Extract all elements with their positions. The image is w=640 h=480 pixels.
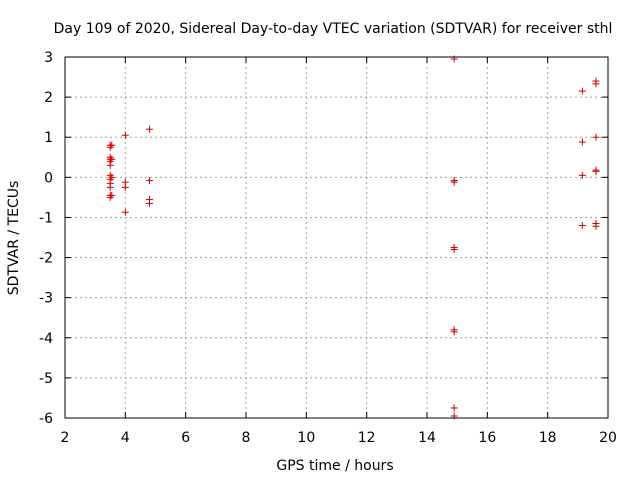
data-point: [578, 87, 586, 95]
y-tick-label: 3: [44, 50, 53, 66]
chart-title: Day 109 of 2020, Sidereal Day-to-day VTE…: [54, 21, 613, 37]
data-point: [450, 404, 458, 412]
plot-border: [64, 56, 609, 419]
data-point: [592, 222, 600, 230]
data-point: [450, 328, 458, 336]
data-point: [145, 199, 153, 207]
data-point: [450, 178, 458, 186]
data-point: [106, 161, 114, 169]
grid-lines: [65, 57, 608, 418]
data-point: [145, 177, 153, 185]
y-tick-label: -2: [39, 251, 53, 267]
y-tick-label: -3: [39, 291, 53, 307]
x-tick-label: 14: [418, 430, 436, 446]
data-points: [106, 55, 600, 420]
axis-ticks: [64, 56, 609, 419]
x-tick-label: 20: [599, 430, 617, 446]
x-tick-labels: 2 4 6 8 10 12 14 16 18 20: [61, 430, 617, 446]
data-point: [108, 141, 116, 149]
x-tick-label: 10: [297, 430, 315, 446]
data-point: [108, 155, 116, 163]
data-point: [578, 221, 586, 229]
y-axis-title: SDTVAR / TECUs: [6, 181, 22, 296]
y-tick-label: -4: [39, 331, 53, 347]
x-tick-label: 16: [478, 430, 496, 446]
data-point: [592, 133, 600, 141]
y-tick-label: -6: [39, 411, 53, 427]
data-point: [106, 183, 114, 191]
x-tick-label: 8: [242, 430, 251, 446]
data-point: [108, 173, 116, 181]
y-tick-label: -1: [39, 210, 53, 226]
data-point: [578, 138, 586, 146]
x-tick-label: 2: [61, 430, 70, 446]
x-tick-label: 12: [358, 430, 376, 446]
y-tick-labels: -6 -5 -4 -3 -2 -1 0 1 2 3: [39, 50, 53, 427]
x-tick-label: 18: [539, 430, 557, 446]
data-point: [145, 125, 153, 133]
y-tick-label: 0: [44, 170, 53, 186]
data-point: [108, 191, 116, 199]
x-axis-title: GPS time / hours: [276, 458, 393, 474]
data-point: [121, 131, 129, 139]
data-point: [578, 171, 586, 179]
y-tick-label: -5: [39, 371, 53, 387]
data-point: [450, 246, 458, 254]
y-tick-label: 1: [44, 130, 53, 146]
data-point: [121, 183, 129, 191]
data-point: [592, 167, 600, 175]
x-tick-label: 4: [121, 430, 130, 446]
data-point: [121, 208, 129, 216]
x-tick-label: 6: [181, 430, 190, 446]
data-point: [592, 80, 600, 88]
y-tick-label: 2: [44, 90, 53, 106]
